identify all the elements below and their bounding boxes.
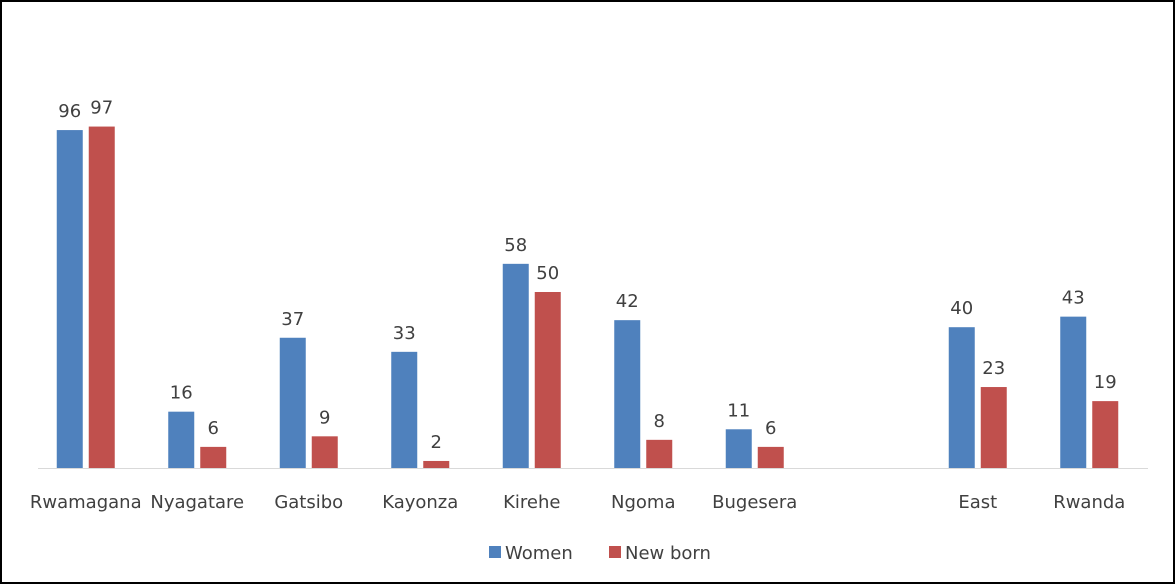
value-label-new-born-ngoma: 8 <box>654 411 665 432</box>
value-label-new-born-bugesera: 6 <box>765 418 776 439</box>
value-label-new-born-kirehe: 50 <box>536 263 559 284</box>
value-label-new-born-rwamagana: 97 <box>90 98 113 119</box>
category-label-kirehe: Kirehe <box>503 492 560 513</box>
value-label-women-nyagatare: 16 <box>170 383 193 404</box>
bar-new-born-kirehe <box>534 292 561 468</box>
value-label-new-born-rwanda: 19 <box>1094 372 1117 393</box>
bar-women-nyagatare <box>168 411 195 468</box>
legend-swatch-new-born <box>609 546 621 558</box>
bar-women-gatsibo <box>279 337 306 468</box>
legend: Women New born <box>489 543 711 564</box>
bar-new-born-bugesera <box>757 446 784 468</box>
value-label-women-gatsibo: 37 <box>281 309 304 330</box>
value-label-women-rwamagana: 96 <box>58 101 81 122</box>
value-labels-group: 96 97 16 6 37 9 33 2 58 50 42 8 11 6 40 23 43 19 <box>58 98 1116 453</box>
bar-women-ngoma <box>614 320 641 468</box>
value-label-women-kayonza: 33 <box>393 323 416 344</box>
bar-new-born-ngoma <box>646 439 673 468</box>
category-label-kayonza: Kayonza <box>382 492 458 513</box>
category-label-east: East <box>958 492 997 513</box>
value-label-women-kirehe: 58 <box>504 235 527 256</box>
category-labels-group: Rwamagana Nyagatare Gatsibo Kayonza Kirehe Ng… <box>30 492 1125 513</box>
value-label-women-rwanda: 43 <box>1062 288 1085 309</box>
bar-women-rwanda <box>1060 316 1087 468</box>
value-label-women-ngoma: 42 <box>616 291 639 312</box>
value-label-women-bugesera: 11 <box>727 400 750 421</box>
value-label-women-east: 40 <box>950 298 973 319</box>
category-label-ngoma: Ngoma <box>611 492 675 513</box>
bar-women-kayonza <box>391 351 418 468</box>
bar-new-born-rwanda <box>1092 401 1119 468</box>
category-label-gatsibo: Gatsibo <box>274 492 343 513</box>
bar-new-born-gatsibo <box>311 436 338 468</box>
bar-women-kirehe <box>502 263 529 468</box>
value-label-new-born-kayonza: 2 <box>431 432 442 453</box>
bar-new-born-east <box>980 387 1007 468</box>
value-label-new-born-nyagatare: 6 <box>208 418 219 439</box>
bar-women-east <box>948 327 975 468</box>
bar-new-born-kayonza <box>423 460 450 468</box>
bar-new-born-nyagatare <box>200 446 227 468</box>
bar-women-bugesera <box>725 429 752 468</box>
bar-women-rwamagana <box>56 130 83 468</box>
bars-group <box>56 126 1119 468</box>
category-label-bugesera: Bugesera <box>712 492 797 513</box>
category-label-rwanda: Rwanda <box>1053 492 1125 513</box>
legend-label-women: Women <box>505 543 573 564</box>
category-label-rwamagana: Rwamagana <box>30 492 142 513</box>
value-label-new-born-east: 23 <box>982 358 1005 379</box>
bar-new-born-rwamagana <box>88 126 115 468</box>
legend-swatch-women <box>489 546 501 558</box>
category-label-nyagatare: Nyagatare <box>150 492 244 513</box>
value-label-new-born-gatsibo: 9 <box>319 407 330 428</box>
legend-label-new-born: New born <box>625 543 711 564</box>
